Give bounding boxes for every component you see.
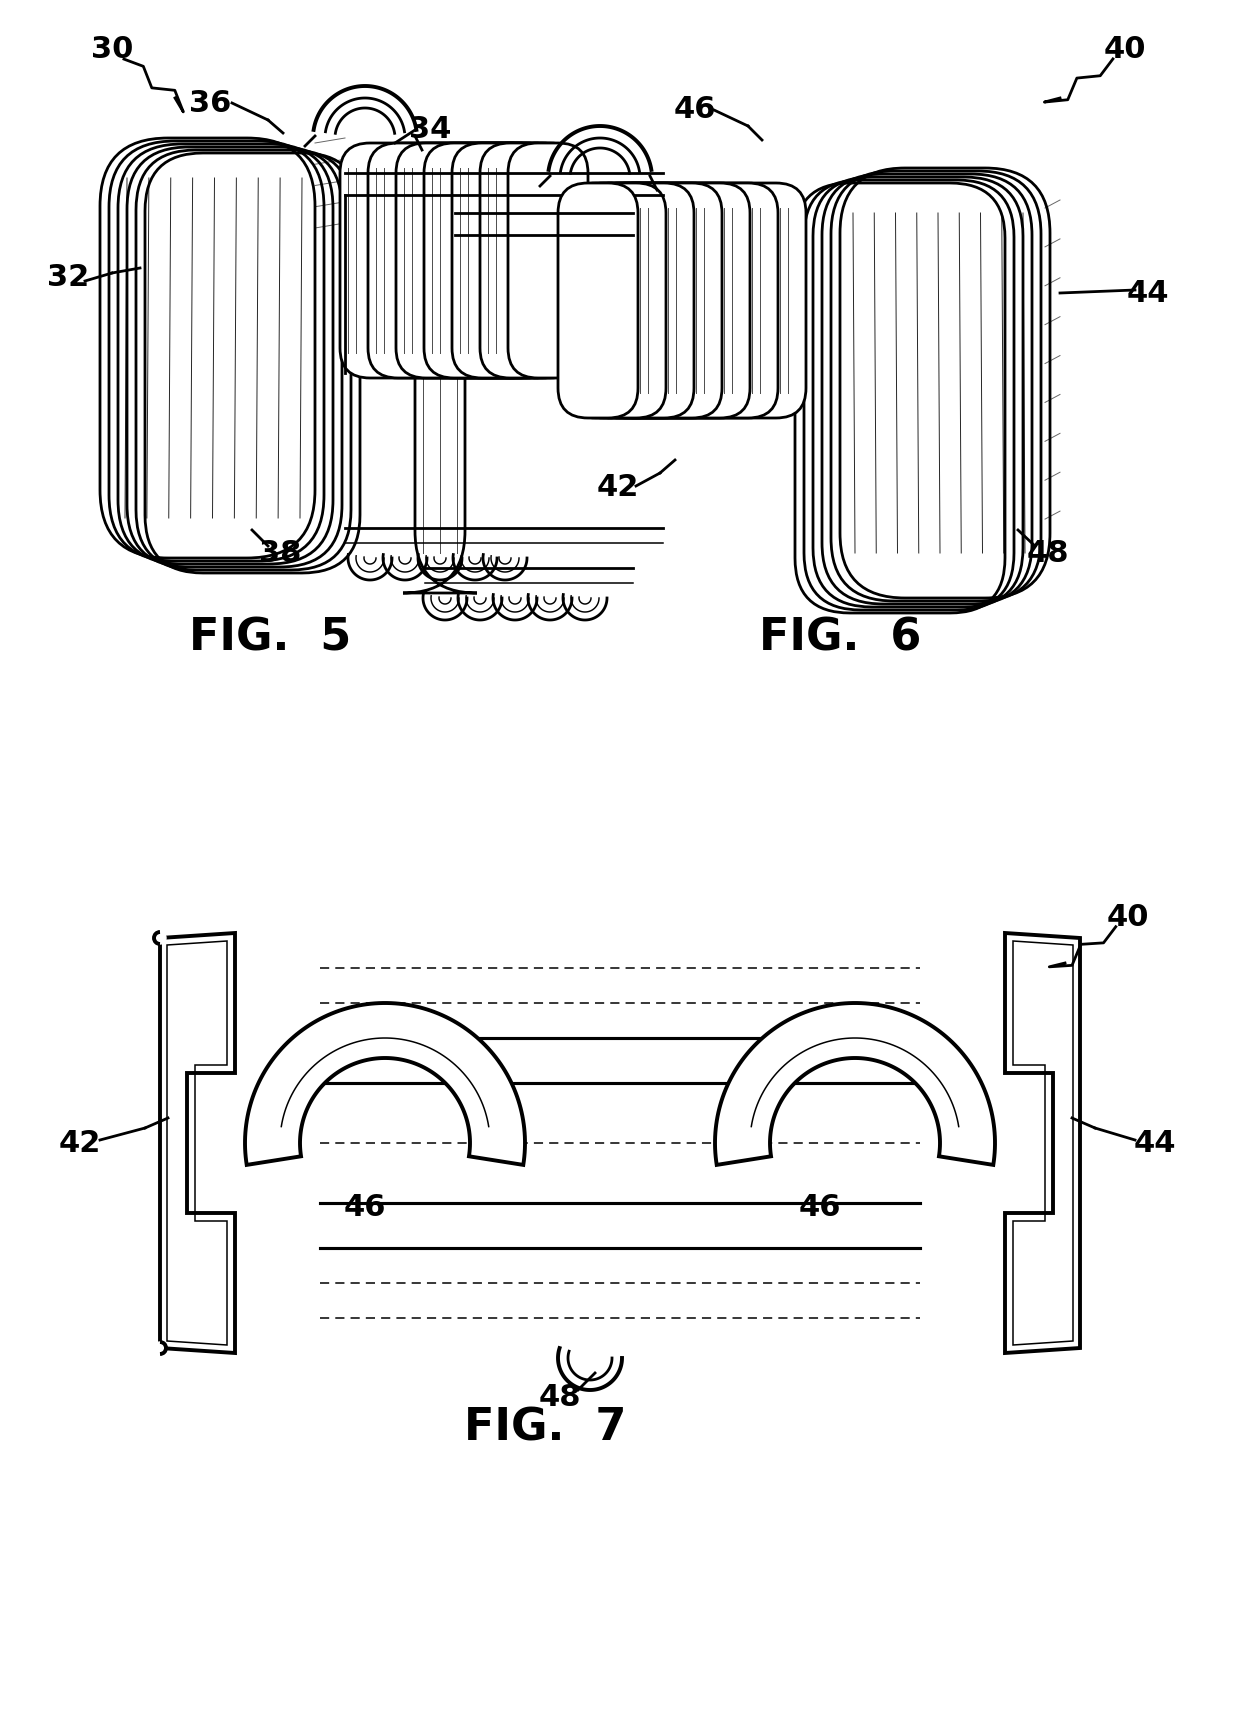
FancyBboxPatch shape xyxy=(340,143,539,378)
Text: 30: 30 xyxy=(91,36,133,65)
Text: 46: 46 xyxy=(673,96,717,124)
FancyBboxPatch shape xyxy=(582,184,722,417)
Text: 46: 46 xyxy=(343,1194,386,1223)
Text: 40: 40 xyxy=(1107,904,1149,933)
Text: FIG.  5: FIG. 5 xyxy=(188,617,351,660)
Circle shape xyxy=(154,931,166,943)
FancyBboxPatch shape xyxy=(606,184,806,417)
Text: 48: 48 xyxy=(538,1383,582,1412)
Circle shape xyxy=(154,1342,166,1354)
Text: 48: 48 xyxy=(1027,538,1069,567)
Polygon shape xyxy=(160,933,236,1354)
FancyBboxPatch shape xyxy=(558,184,639,417)
Text: 38: 38 xyxy=(259,538,301,567)
FancyBboxPatch shape xyxy=(396,143,556,378)
Text: 40: 40 xyxy=(1104,36,1146,65)
Text: 44: 44 xyxy=(1127,278,1169,308)
FancyBboxPatch shape xyxy=(453,143,572,378)
Text: 32: 32 xyxy=(47,263,89,292)
Polygon shape xyxy=(715,1003,994,1165)
FancyBboxPatch shape xyxy=(368,143,548,378)
Text: 42: 42 xyxy=(58,1129,102,1158)
Polygon shape xyxy=(246,1003,525,1165)
Text: 34: 34 xyxy=(409,115,451,144)
FancyBboxPatch shape xyxy=(403,174,477,593)
FancyBboxPatch shape xyxy=(424,143,564,378)
FancyBboxPatch shape xyxy=(590,184,750,417)
FancyBboxPatch shape xyxy=(480,143,580,378)
FancyBboxPatch shape xyxy=(839,168,1050,598)
Polygon shape xyxy=(1004,933,1080,1354)
FancyBboxPatch shape xyxy=(508,143,588,378)
Text: FIG.  6: FIG. 6 xyxy=(759,617,921,660)
Text: 46: 46 xyxy=(799,1194,841,1223)
FancyBboxPatch shape xyxy=(574,184,694,417)
Text: 44: 44 xyxy=(1133,1129,1177,1158)
Text: 36: 36 xyxy=(188,89,231,117)
FancyBboxPatch shape xyxy=(598,184,777,417)
FancyBboxPatch shape xyxy=(100,137,315,558)
Text: FIG.  7: FIG. 7 xyxy=(464,1407,626,1450)
Text: 42: 42 xyxy=(596,474,639,502)
FancyBboxPatch shape xyxy=(565,184,666,417)
